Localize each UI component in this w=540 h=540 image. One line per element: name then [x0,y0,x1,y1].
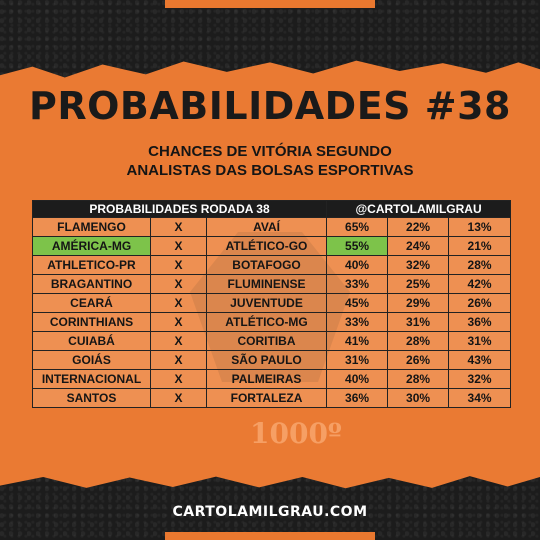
home-win-pct-cell: 31% [326,350,389,370]
top-accent-strip [165,0,375,8]
table-row: INTERNACIONAL X PALMEIRAS 40% 28% 32% [32,369,512,389]
home-team-cell: FLAMENGO [32,217,151,237]
away-team-cell: PALMEIRAS [205,369,328,389]
away-team-cell: AVAÍ [205,217,328,237]
draw-pct-cell: 22% [387,217,450,237]
home-win-pct-cell: 65% [326,217,389,237]
away-team-cell: SÃO PAULO [205,350,328,370]
bottom-accent-strip [165,532,375,540]
versus-cell: X [150,331,207,351]
away-win-pct-cell: 36% [448,312,512,332]
versus-cell: X [150,369,207,389]
table-row: CEARÁ X JUVENTUDE 45% 29% 26% [32,293,512,313]
home-win-pct-cell: 33% [326,312,389,332]
versus-cell: X [150,312,207,332]
versus-cell: X [150,255,207,275]
versus-cell: X [150,388,207,408]
away-team-cell: JUVENTUDE [205,293,328,313]
subtitle-line-1: CHANCES DE VITÓRIA SEGUNDO [148,143,392,160]
home-win-pct-cell: 36% [326,388,389,408]
draw-pct-cell: 28% [387,369,450,389]
away-win-pct-cell: 32% [448,369,512,389]
home-win-pct-cell: 40% [326,255,389,275]
draw-pct-cell: 28% [387,331,450,351]
draw-pct-cell: 25% [387,274,450,294]
home-win-pct-cell: 55% [326,236,389,256]
home-team-cell: CUIABÁ [32,331,151,351]
home-team-cell: AMÉRICA-MG [32,236,151,256]
table-row: BRAGANTINO X FLUMINENSE 33% 25% 42% [32,274,512,294]
away-win-pct-cell: 31% [448,331,512,351]
table-header-handle: @CARTOLAMILGRAU [326,200,512,218]
away-team-cell: FORTALEZA [205,388,328,408]
home-team-cell: SANTOS [32,388,151,408]
away-win-pct-cell: 42% [448,274,512,294]
table-row: SANTOS X FORTALEZA 36% 30% 34% [32,388,512,408]
away-team-cell: FLUMINENSE [205,274,328,294]
home-win-pct-cell: 41% [326,331,389,351]
away-win-pct-cell: 43% [448,350,512,370]
away-win-pct-cell: 21% [448,236,512,256]
subtitle-line-2: ANALISTAS DAS BOLSAS ESPORTIVAS [126,162,414,179]
away-win-pct-cell: 34% [448,388,512,408]
page-title: PROBABILIDADES #38 [28,84,511,128]
table-row: FLAMENGO X AVAÍ 65% 22% 13% [32,217,512,237]
draw-pct-cell: 32% [387,255,450,275]
home-team-cell: GOIÁS [32,350,151,370]
away-team-cell: CORITIBA [205,331,328,351]
draw-pct-cell: 31% [387,312,450,332]
draw-pct-cell: 30% [387,388,450,408]
table-row: GOIÁS X SÃO PAULO 31% 26% 43% [32,350,512,370]
home-team-cell: INTERNACIONAL [32,369,151,389]
footer-url: CARTOLAMILGRAU.COM [172,504,368,520]
versus-cell: X [150,350,207,370]
home-team-cell: ATHLETICO-PR [32,255,151,275]
home-team-cell: CEARÁ [32,293,151,313]
draw-pct-cell: 24% [387,236,450,256]
probabilities-table: PROBABILIDADES RODADA 38 @CARTOLAMILGRAU… [31,200,512,408]
away-team-cell: ATLÉTICO-MG [205,312,328,332]
home-win-pct-cell: 45% [326,293,389,313]
away-team-cell: BOTAFOGO [205,255,328,275]
away-win-pct-cell: 28% [448,255,512,275]
table-row: ATHLETICO-PR X BOTAFOGO 40% 32% 28% [32,255,512,275]
table-header-row: PROBABILIDADES RODADA 38 @CARTOLAMILGRAU [31,200,512,218]
versus-cell: X [150,293,207,313]
home-win-pct-cell: 33% [326,274,389,294]
versus-cell: X [150,274,207,294]
table-body: FLAMENGO X AVAÍ 65% 22% 13% AMÉRICA-MG X ATLÉTIC… [32,217,512,408]
home-team-cell: CORINTHIANS [32,312,151,332]
away-win-pct-cell: 26% [448,293,512,313]
draw-pct-cell: 29% [387,293,450,313]
table-row: CUIABÁ X CORITIBA 41% 28% 31% [32,331,512,351]
home-team-cell: BRAGANTINO [32,274,151,294]
versus-cell: X [150,236,207,256]
away-win-pct-cell: 13% [448,217,512,237]
draw-pct-cell: 26% [387,350,450,370]
table-header-title: PROBABILIDADES RODADA 38 [31,200,328,218]
table-row: CORINTHIANS X ATLÉTICO-MG 33% 31% 36% [32,312,512,332]
home-win-pct-cell: 40% [326,369,389,389]
away-team-cell: ATLÉTICO-GO [205,236,328,256]
versus-cell: X [150,217,207,237]
table-row: AMÉRICA-MG X ATLÉTICO-GO 55% 24% 21% [32,236,512,256]
